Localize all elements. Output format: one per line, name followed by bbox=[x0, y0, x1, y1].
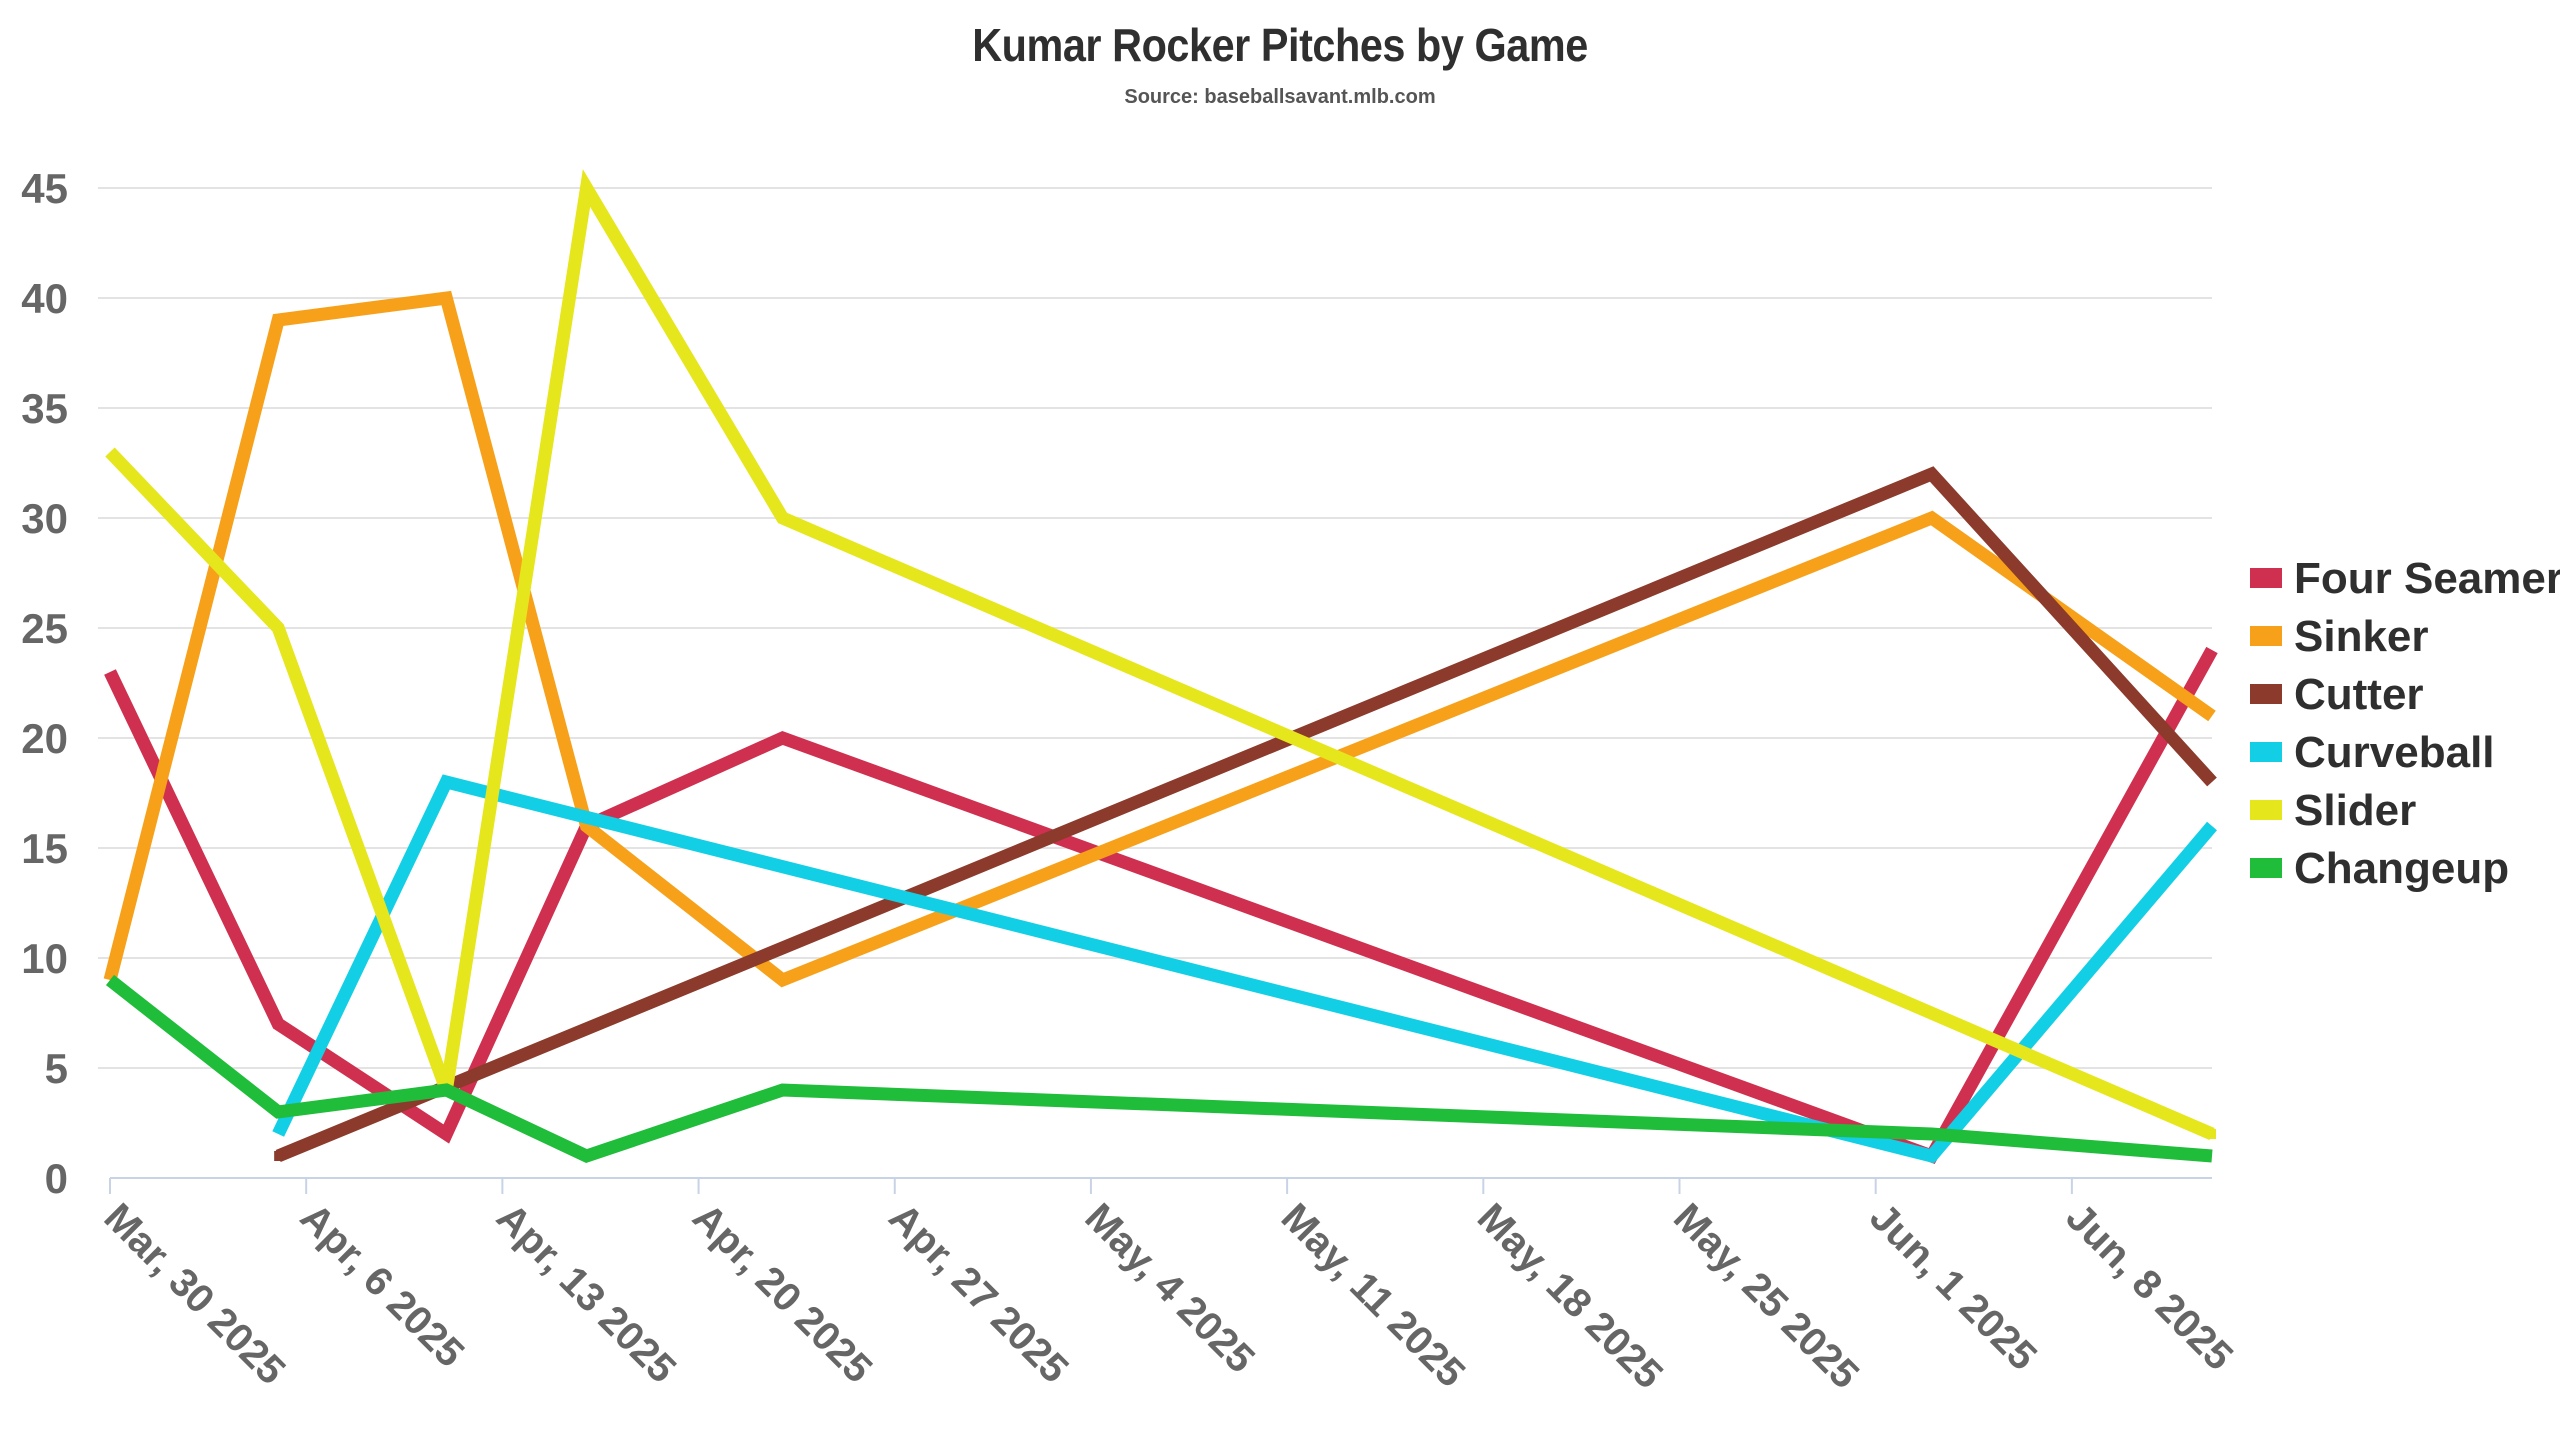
x-tick-label: Apr, 20 2025 bbox=[684, 1195, 880, 1391]
data-point bbox=[2208, 1129, 2216, 1139]
series-line bbox=[104, 646, 2218, 1165]
legend-swatch bbox=[2250, 684, 2282, 704]
legend-item[interactable]: Slider bbox=[2250, 786, 2416, 835]
x-tick-label: Apr, 13 2025 bbox=[488, 1195, 684, 1391]
x-tick-label: May, 18 2025 bbox=[1469, 1195, 1671, 1397]
y-tick-label: 30 bbox=[21, 495, 68, 542]
y-tick-label: 35 bbox=[21, 385, 68, 432]
legend-label: Slider bbox=[2294, 786, 2416, 835]
legend-item[interactable]: Sinker bbox=[2250, 612, 2429, 661]
x-tick-label: Jun, 8 2025 bbox=[2058, 1195, 2242, 1379]
x-tick-label: Mar, 30 2025 bbox=[96, 1195, 294, 1393]
x-tick-label: Apr, 27 2025 bbox=[880, 1195, 1076, 1391]
legend-item[interactable]: Changeup bbox=[2250, 844, 2509, 893]
data-point bbox=[274, 1151, 283, 1161]
x-tick-label: May, 4 2025 bbox=[1077, 1195, 1263, 1381]
y-tick-label: 10 bbox=[21, 935, 68, 982]
gridlines bbox=[98, 187, 2212, 1069]
series-cutter bbox=[274, 466, 2217, 1163]
y-tick-label: 0 bbox=[45, 1155, 68, 1202]
legend-label: Changeup bbox=[2294, 844, 2509, 893]
series-sinker bbox=[103, 290, 2216, 988]
legend-item[interactable]: Curveball bbox=[2250, 728, 2495, 777]
y-tick-label: 20 bbox=[21, 715, 68, 762]
legend-swatch bbox=[2250, 858, 2282, 878]
legend-swatch bbox=[2250, 626, 2282, 646]
legend: Four Seamer Sinker Cutter Curveball Slider Ch… bbox=[2250, 554, 2560, 893]
legend-label: Four Seamer bbox=[2294, 554, 2560, 603]
chart-subtitle: Source: baseballsavant.mlb.com bbox=[1124, 86, 1436, 108]
series-line bbox=[275, 466, 2217, 1163]
series-line bbox=[105, 974, 2213, 1163]
x-tick-label: Jun, 1 2025 bbox=[1861, 1195, 2045, 1379]
y-tick-label: 25 bbox=[21, 605, 68, 652]
x-tick-label: Apr, 6 2025 bbox=[292, 1195, 472, 1375]
y-tick-label: 45 bbox=[21, 165, 68, 212]
legend-item[interactable]: Cutter bbox=[2250, 670, 2424, 719]
series-line bbox=[103, 290, 2216, 988]
legend-label: Curveball bbox=[2294, 728, 2495, 777]
series-lines bbox=[103, 169, 2218, 1165]
chart-title: Kumar Rocker Pitches by Game bbox=[972, 19, 1588, 71]
y-tick-label: 40 bbox=[21, 275, 68, 322]
y-tick-label: 5 bbox=[45, 1045, 68, 1092]
series-slider bbox=[105, 169, 2216, 1140]
x-tick-label: May, 11 2025 bbox=[1273, 1195, 1473, 1395]
series-curveball bbox=[272, 774, 2217, 1164]
legend-swatch bbox=[2250, 800, 2282, 820]
series-line bbox=[272, 774, 2217, 1164]
series-line bbox=[105, 169, 2215, 1140]
x-tick-label: May, 25 2025 bbox=[1665, 1195, 1867, 1397]
legend-label: Cutter bbox=[2294, 670, 2424, 719]
legend-swatch bbox=[2250, 742, 2282, 762]
y-tick-label: 15 bbox=[21, 825, 68, 872]
legend-item[interactable]: Four Seamer bbox=[2250, 554, 2560, 603]
legend-label: Sinker bbox=[2294, 612, 2429, 661]
series-changeup bbox=[105, 974, 2213, 1163]
legend-swatch bbox=[2250, 568, 2282, 588]
series-four-seamer bbox=[104, 646, 2218, 1165]
